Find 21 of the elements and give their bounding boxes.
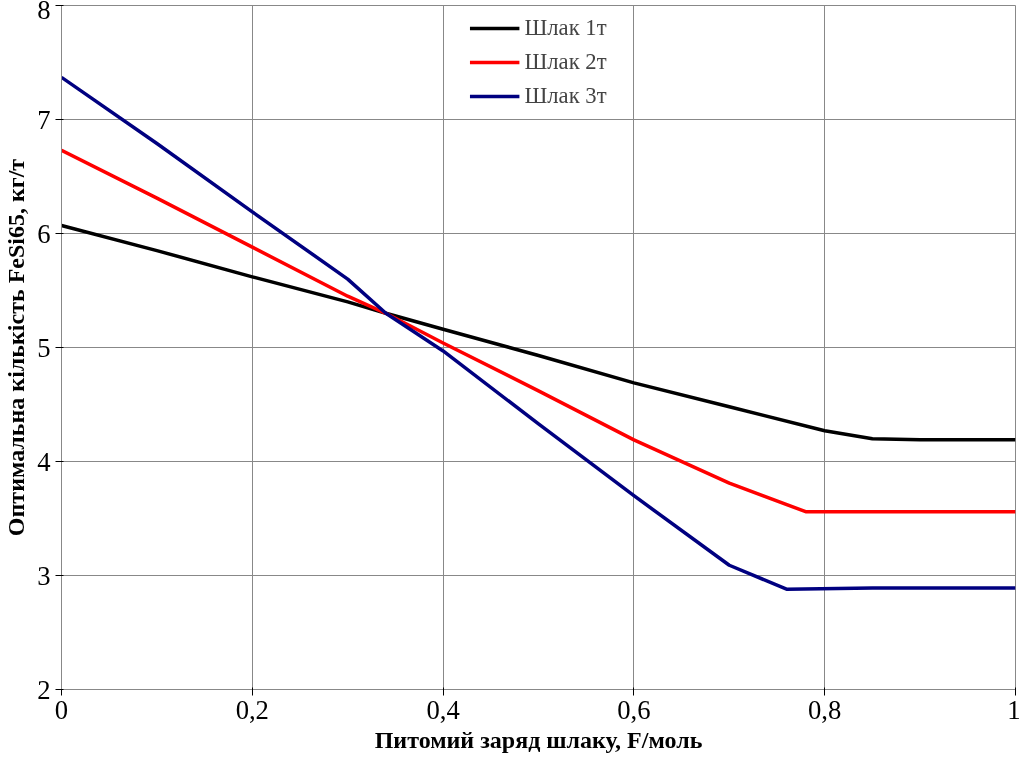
legend-label: Шлак 2т — [524, 49, 607, 75]
line-series — [61, 223, 1016, 442]
y-tick-label: 8 — [37, 0, 51, 25]
line-series — [61, 148, 1016, 514]
x-tick-label: 0,4 — [426, 694, 460, 725]
y-tick-label: 7 — [37, 104, 51, 135]
legend-label: Шлак 3т — [524, 83, 607, 109]
y-tick-label: 2 — [37, 674, 51, 705]
x-tick-label: 0,8 — [808, 694, 842, 725]
x-axis-title: Питомий заряд шлаку, F/моль — [374, 726, 703, 753]
legend-label: Шлак 1т — [524, 15, 607, 41]
x-tick-label: 0,6 — [617, 694, 651, 725]
line-series — [61, 75, 1016, 591]
x-tick-label: 1 — [1007, 694, 1021, 725]
x-tick-label: 0,2 — [235, 694, 269, 725]
y-tick-label: 6 — [37, 218, 51, 249]
y-tick-label: 5 — [37, 332, 51, 363]
y-axis-title: Оптимальна кількість FeSi65, кг/т — [3, 158, 30, 537]
x-tick-label: 0 — [54, 694, 69, 725]
y-tick-label: 4 — [37, 446, 51, 477]
y-tick-label: 3 — [37, 560, 51, 591]
